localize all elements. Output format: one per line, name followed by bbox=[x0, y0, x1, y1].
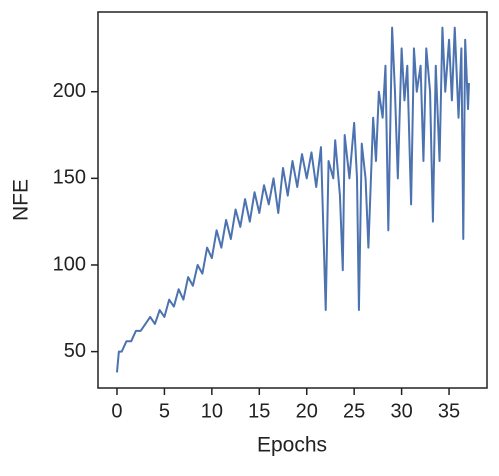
y-tick-label: 100 bbox=[53, 253, 86, 275]
x-axis-label: Epochs bbox=[257, 434, 327, 457]
x-tick-label: 35 bbox=[438, 400, 460, 422]
x-tick-label: 20 bbox=[296, 400, 318, 422]
plot-frame bbox=[97, 11, 488, 389]
data-line bbox=[115, 26, 470, 373]
x-tick-label: 15 bbox=[248, 400, 270, 422]
x-tick-label: 30 bbox=[390, 400, 412, 422]
y-tick-label: 150 bbox=[53, 167, 86, 189]
y-axis-label: NFE bbox=[10, 179, 33, 221]
x-tick-label: 25 bbox=[343, 400, 365, 422]
x-tick-label: 5 bbox=[159, 400, 170, 422]
y-tick-label: 50 bbox=[64, 340, 86, 362]
y-tick-label: 200 bbox=[53, 80, 86, 102]
x-tick-label: 0 bbox=[111, 400, 122, 422]
x-tick-label: 10 bbox=[201, 400, 223, 422]
